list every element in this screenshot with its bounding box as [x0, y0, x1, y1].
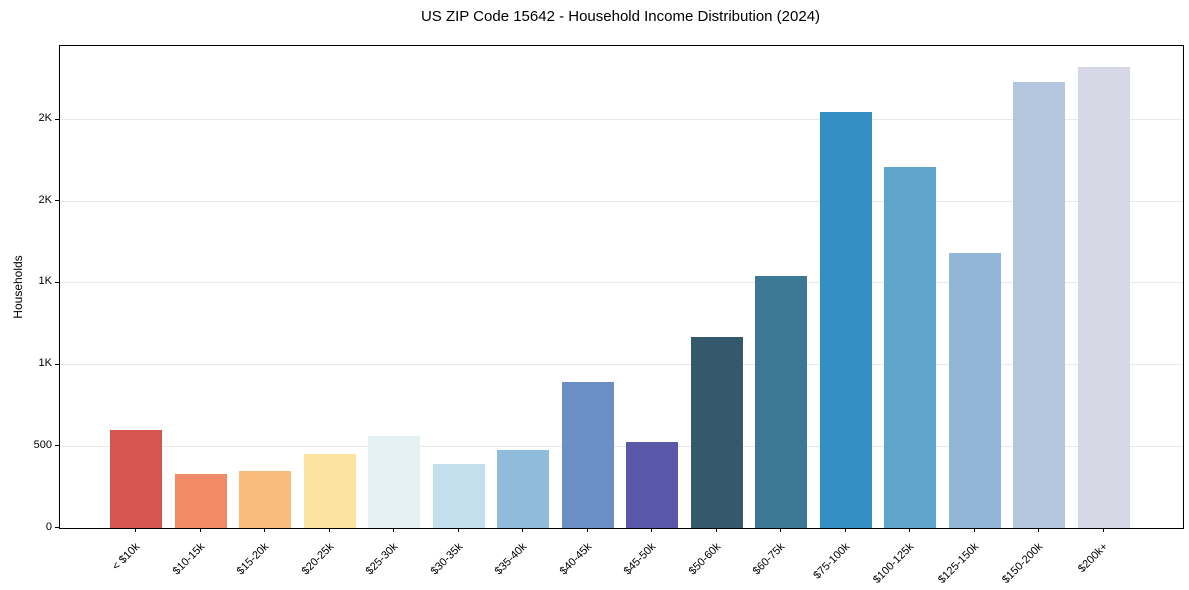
- x-tick-mark: [522, 528, 524, 532]
- x-tick-mark: [457, 528, 459, 532]
- bar-25-30k: [368, 435, 421, 528]
- y-tick-label: 2K: [38, 112, 52, 125]
- x-tick-mark: [328, 528, 330, 532]
- bar-10-15k: [174, 474, 227, 528]
- x-tick-label: $35-40k: [492, 540, 530, 578]
- y-tick-mark: [55, 363, 59, 365]
- x-tick-label: $200k+: [1075, 540, 1111, 575]
- y-tick-label: 1K: [38, 275, 52, 288]
- bar-75-100k: [819, 112, 872, 528]
- bar-45-50k: [626, 442, 679, 528]
- x-tick-label: $50-60k: [686, 540, 724, 578]
- bar-20-25k: [303, 454, 356, 528]
- x-tick-mark: [264, 528, 266, 532]
- x-tick-label: $10-15k: [170, 540, 207, 578]
- x-tick-mark: [135, 528, 136, 532]
- x-tick-label: $60-75k: [750, 540, 788, 578]
- x-tick-mark: [1038, 528, 1040, 532]
- chart-title: US ZIP Code 15642 - Household Income Dis…: [420, 8, 821, 25]
- y-tick-mark: [55, 445, 59, 447]
- y-tick-mark: [55, 118, 59, 120]
- x-tick-label: $100-125k: [871, 540, 917, 587]
- bar-40-45k: [561, 381, 614, 528]
- bar-60-75k: [755, 276, 808, 528]
- y-tick-label: 0: [45, 520, 52, 533]
- y-gridline: [60, 200, 1183, 202]
- x-tick-mark: [1102, 528, 1104, 532]
- y-tick-label: 2K: [38, 193, 52, 206]
- x-tick-label: $45-50k: [621, 540, 659, 578]
- bar-150-200k: [1013, 81, 1066, 528]
- bar-35-40k: [497, 450, 550, 528]
- x-tick-label: $125-150k: [935, 540, 982, 587]
- x-tick-label: < $10k: [110, 540, 143, 573]
- x-tick-mark: [393, 528, 395, 532]
- x-tick-mark: [909, 528, 911, 532]
- x-tick-label: $75-100k: [811, 540, 853, 582]
- x-tick-mark: [651, 528, 653, 532]
- x-tick-label: $25-30k: [363, 540, 401, 578]
- bar-30-35k: [432, 464, 485, 528]
- x-tick-label: $40-45k: [557, 540, 594, 578]
- x-tick-mark: [199, 528, 201, 532]
- x-tick-label: $20-25k: [299, 540, 336, 578]
- y-gridline: [60, 282, 1183, 284]
- x-tick-label: $30-35k: [428, 540, 465, 578]
- x-tick-label: $150-200k: [1000, 540, 1046, 587]
- x-tick-label: $15-20k: [234, 540, 272, 578]
- y-tick-mark: [55, 527, 59, 528]
- bar-200k: [1077, 67, 1130, 528]
- bar-50-60k: [690, 336, 743, 528]
- bar-15-20k: [239, 470, 292, 528]
- bar-125-150k: [948, 252, 1001, 528]
- x-tick-mark: [586, 528, 588, 532]
- y-tick-mark: [55, 281, 59, 283]
- y-gridline: [60, 364, 1183, 366]
- y-gridline: [60, 119, 1183, 121]
- y-tick-label: 1K: [38, 357, 52, 370]
- y-tick-mark: [55, 200, 59, 202]
- x-tick-mark: [844, 528, 846, 532]
- y-gridline: [60, 445, 1183, 447]
- bar-100-125k: [884, 166, 937, 528]
- x-tick-mark: [715, 528, 717, 532]
- bar-10k: [110, 429, 162, 528]
- x-tick-mark: [973, 528, 975, 532]
- y-tick-label: 500: [33, 438, 52, 451]
- plot-area: [59, 45, 1184, 529]
- x-tick-mark: [780, 528, 782, 532]
